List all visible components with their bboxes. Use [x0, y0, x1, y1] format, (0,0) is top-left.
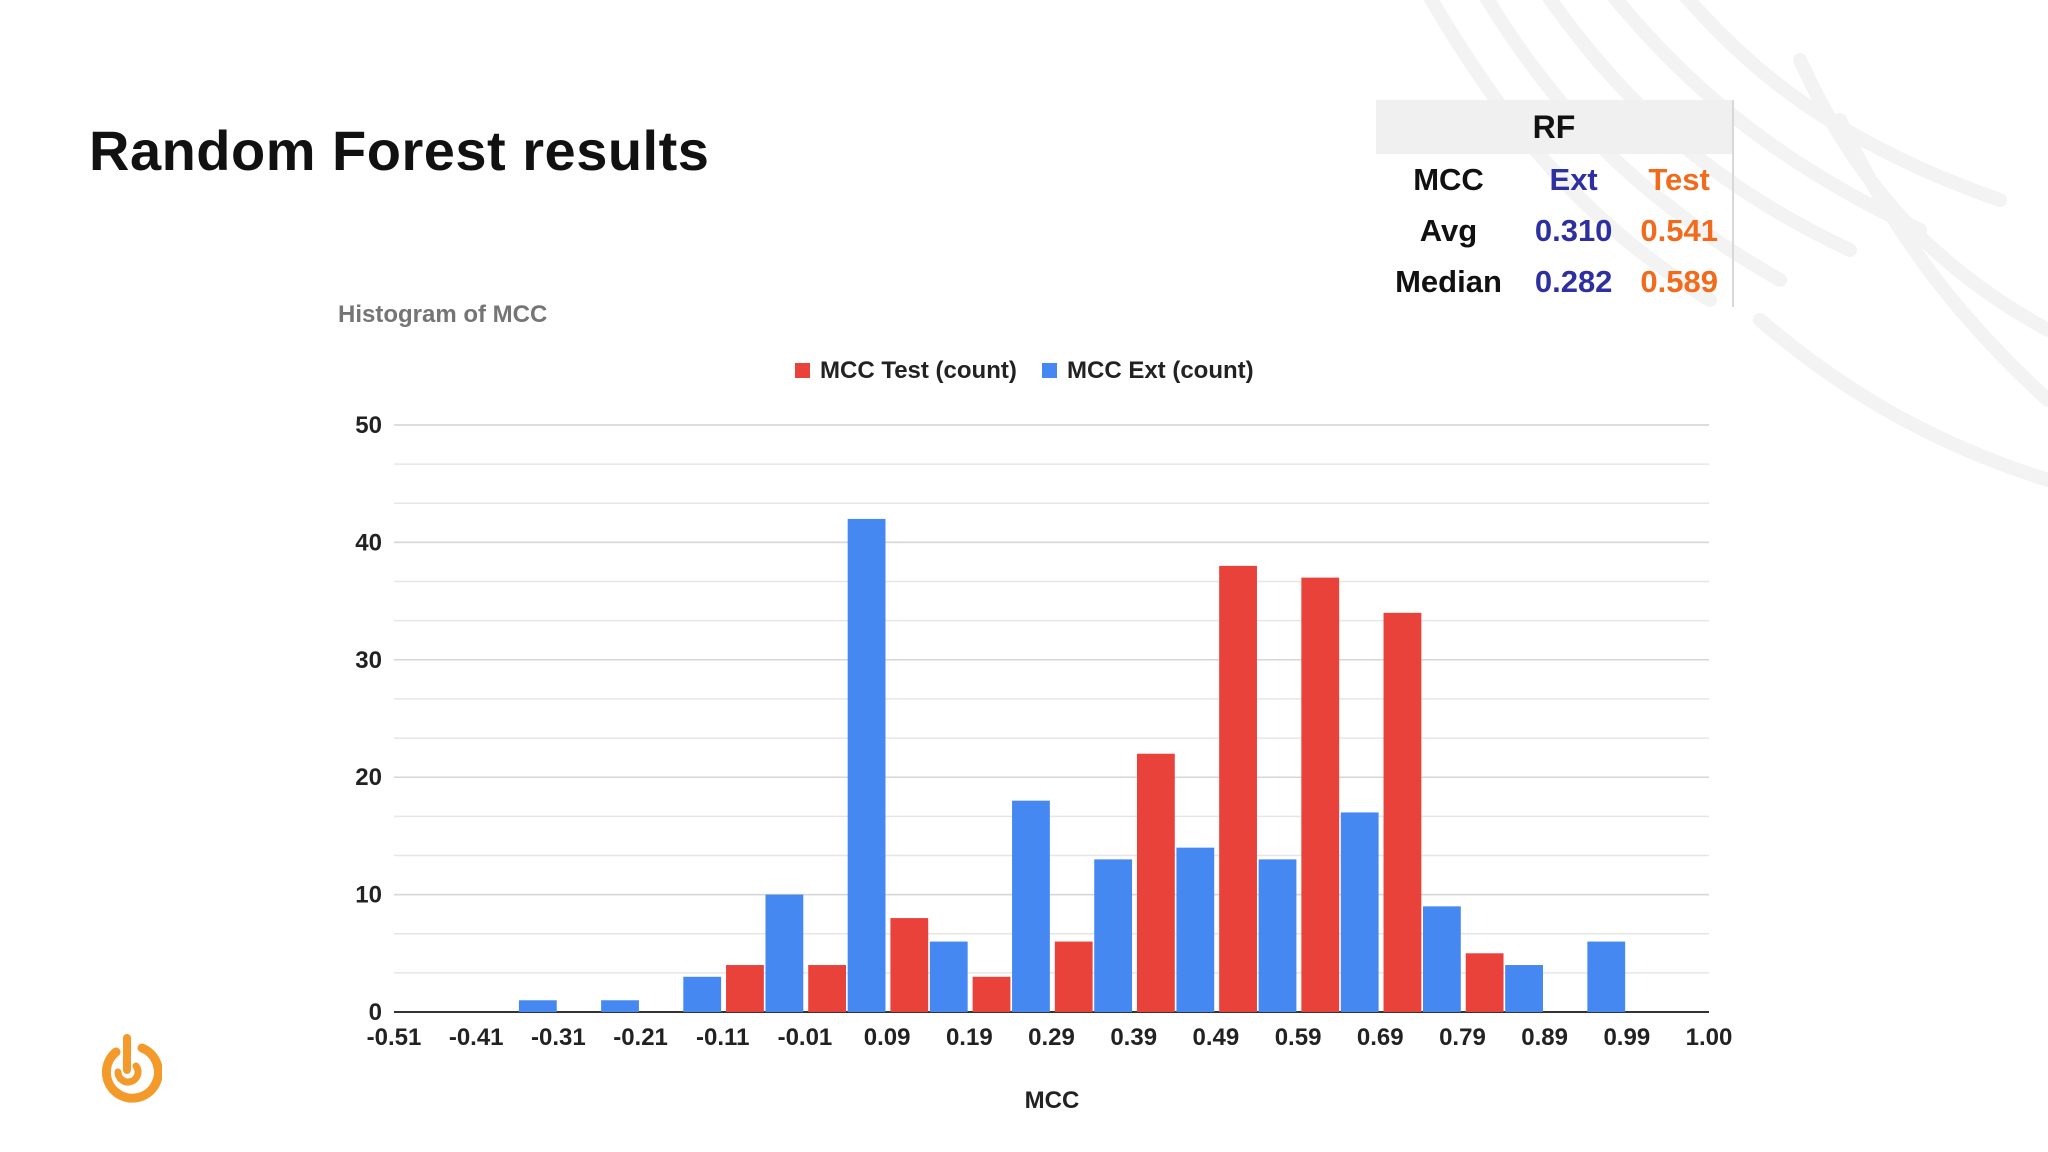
x-tick-label: 0.19 — [946, 1024, 993, 1051]
y-tick-label: 40 — [355, 529, 382, 556]
bar-ext — [518, 1000, 557, 1012]
bar-ext — [1094, 859, 1133, 1012]
bar-test — [1054, 941, 1093, 1012]
x-tick-label: -0.11 — [696, 1024, 749, 1051]
x-tick-label: 0.29 — [1028, 1024, 1075, 1051]
table-header-row: RF — [1376, 100, 1733, 154]
x-tick-label: -0.31 — [531, 1024, 586, 1051]
y-tick-label: 0 — [369, 999, 382, 1026]
x-tick-label: 0.49 — [1193, 1024, 1240, 1051]
x-tick-label: 0.99 — [1603, 1024, 1650, 1051]
y-axis-ticks: 0 10 20 30 40 50 — [355, 412, 382, 1026]
legend-label-ext: MCC Ext (count) — [1067, 357, 1254, 384]
x-tick-label: 0.79 — [1439, 1024, 1486, 1051]
bar-ext — [929, 941, 968, 1012]
row-label-avg: Avg — [1419, 212, 1478, 248]
y-tick-label: 50 — [355, 412, 382, 439]
bar-test — [1465, 953, 1504, 1012]
chart-bars — [518, 518, 1626, 1012]
bar-ext — [1258, 859, 1297, 1012]
legend-swatch-ext — [1042, 363, 1057, 378]
bar-test — [1219, 565, 1257, 1012]
x-tick-label: -0.41 — [449, 1024, 504, 1051]
x-tick-label: 0.39 — [1110, 1024, 1157, 1051]
x-tick-label: -0.51 — [367, 1024, 422, 1051]
bar-ext — [601, 1000, 639, 1012]
table-row: Avg 0.310 0.541 — [1376, 205, 1733, 256]
chart-gridlines — [394, 424, 1709, 1013]
chart-legend: MCC Test (count) MCC Ext (count) — [795, 357, 1254, 384]
bar-test — [890, 918, 929, 1012]
y-tick-label: 10 — [355, 882, 382, 909]
legend-swatch-test — [795, 363, 810, 378]
x-axis-ticks: -0.51 -0.41 -0.31 -0.21 -0.11 -0.01 0.09 0.19 0.… — [367, 1024, 1733, 1051]
x-tick-label: 0.69 — [1357, 1024, 1404, 1051]
y-tick-label: 20 — [355, 764, 382, 791]
table-row: Median 0.282 0.589 — [1376, 256, 1733, 307]
power-logo-icon — [92, 1034, 163, 1104]
chart-title: Histogram of MCC — [338, 301, 547, 328]
row-label-median: Median — [1395, 263, 1502, 299]
avg-test-value: 0.541 — [1640, 212, 1718, 248]
table-header-rf: RF — [1376, 100, 1733, 154]
bar-test — [808, 965, 847, 1012]
bar-test — [1383, 612, 1422, 1012]
bar-ext — [1012, 800, 1050, 1012]
bar-ext — [1505, 965, 1543, 1012]
x-tick-label: 1.00 — [1686, 1024, 1733, 1051]
x-tick-label: -0.21 — [613, 1024, 668, 1051]
median-test-value: 0.589 — [1640, 263, 1718, 299]
page-title: Random Forest results — [89, 119, 710, 182]
bar-test — [1301, 577, 1340, 1012]
x-axis-label: MCC — [1025, 1087, 1080, 1114]
bar-ext — [1176, 847, 1215, 1012]
legend-label-test: MCC Test (count) — [820, 357, 1017, 384]
bar-ext — [1340, 812, 1379, 1012]
bar-ext — [1587, 941, 1626, 1012]
table-column-row: MCC Ext Test — [1376, 154, 1733, 205]
bar-test — [726, 965, 764, 1012]
column-metric: MCC — [1413, 161, 1484, 197]
bar-test — [972, 976, 1011, 1012]
x-tick-label: -0.01 — [778, 1024, 833, 1051]
x-tick-label: 0.89 — [1521, 1024, 1568, 1051]
bar-ext — [683, 976, 722, 1012]
x-tick-label: 0.09 — [864, 1024, 911, 1051]
bar-ext — [1422, 906, 1461, 1012]
column-ext: Ext — [1549, 161, 1598, 197]
x-tick-label: 0.59 — [1275, 1024, 1322, 1051]
bar-ext — [847, 518, 886, 1012]
y-tick-label: 30 — [355, 647, 382, 674]
avg-ext-value: 0.310 — [1534, 212, 1613, 248]
column-test: Test — [1648, 161, 1710, 197]
bar-ext — [765, 894, 804, 1012]
median-ext-value: 0.282 — [1534, 263, 1613, 299]
bar-test — [1136, 753, 1175, 1012]
rf-results-table: RF MCC Ext Test Avg 0.310 0.541 Median 0… — [1376, 100, 1734, 307]
